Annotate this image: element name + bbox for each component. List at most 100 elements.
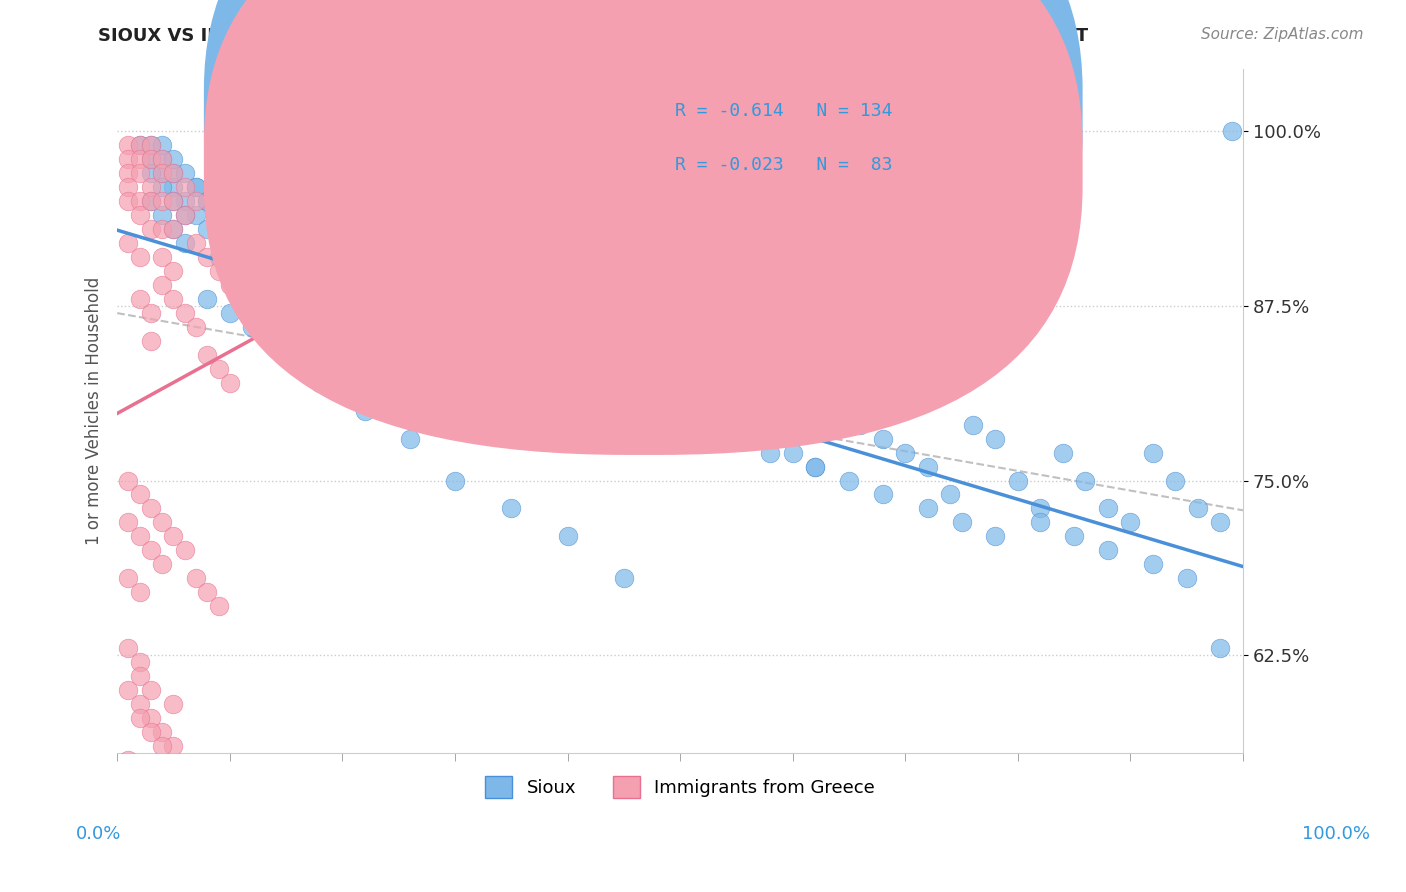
- Point: [1052, 445, 1074, 459]
- Point: [669, 432, 692, 446]
- Point: [117, 474, 139, 488]
- Point: [139, 194, 162, 209]
- Point: [354, 403, 377, 417]
- Point: [139, 180, 162, 194]
- Point: [669, 390, 692, 404]
- Point: [195, 348, 218, 362]
- Point: [534, 361, 557, 376]
- Point: [229, 277, 252, 292]
- Point: [274, 319, 297, 334]
- Point: [150, 725, 173, 739]
- Point: [917, 459, 939, 474]
- Point: [218, 250, 240, 264]
- Point: [128, 208, 150, 222]
- Point: [444, 222, 467, 236]
- Point: [285, 194, 308, 209]
- Point: [173, 180, 195, 194]
- Point: [117, 166, 139, 180]
- Point: [139, 306, 162, 320]
- Point: [150, 138, 173, 153]
- Point: [207, 236, 229, 251]
- Point: [512, 361, 534, 376]
- Point: [207, 599, 229, 614]
- Point: [162, 697, 184, 711]
- Point: [139, 222, 162, 236]
- Point: [162, 222, 184, 236]
- Point: [195, 250, 218, 264]
- Y-axis label: 1 or more Vehicles in Household: 1 or more Vehicles in Household: [86, 277, 103, 545]
- Point: [117, 153, 139, 167]
- Point: [117, 683, 139, 698]
- Point: [297, 319, 319, 334]
- Point: [759, 417, 782, 432]
- Point: [117, 236, 139, 251]
- Point: [1097, 501, 1119, 516]
- Point: [692, 403, 714, 417]
- Point: [150, 194, 173, 209]
- Text: 100.0%: 100.0%: [1302, 825, 1369, 843]
- Point: [319, 277, 342, 292]
- Point: [422, 348, 444, 362]
- Point: [647, 417, 669, 432]
- Point: [263, 306, 285, 320]
- Point: [117, 138, 139, 153]
- Point: [128, 697, 150, 711]
- Point: [229, 236, 252, 251]
- Point: [128, 138, 150, 153]
- Point: [804, 459, 827, 474]
- Point: [150, 222, 173, 236]
- Point: [308, 334, 330, 348]
- Point: [263, 306, 285, 320]
- Point: [534, 390, 557, 404]
- Point: [162, 222, 184, 236]
- Point: [489, 348, 512, 362]
- Point: [117, 516, 139, 530]
- Point: [128, 138, 150, 153]
- Point: [173, 306, 195, 320]
- Point: [150, 153, 173, 167]
- Point: [117, 753, 139, 767]
- Point: [1119, 516, 1142, 530]
- Point: [139, 683, 162, 698]
- Point: [411, 194, 433, 209]
- Point: [139, 138, 162, 153]
- Point: [173, 543, 195, 558]
- Point: [173, 166, 195, 180]
- Point: [252, 292, 274, 306]
- Point: [444, 474, 467, 488]
- Point: [377, 306, 399, 320]
- Point: [950, 516, 973, 530]
- Point: [274, 334, 297, 348]
- Point: [150, 277, 173, 292]
- Text: ZIPatlas: ZIPatlas: [515, 376, 845, 445]
- Point: [184, 208, 207, 222]
- Point: [894, 445, 917, 459]
- Point: [624, 403, 647, 417]
- Point: [240, 292, 263, 306]
- Point: [195, 585, 218, 599]
- Point: [128, 711, 150, 725]
- Point: [173, 208, 195, 222]
- Point: [128, 194, 150, 209]
- Point: [195, 194, 218, 209]
- Point: [162, 166, 184, 180]
- Point: [139, 711, 162, 725]
- Point: [128, 529, 150, 543]
- Point: [128, 166, 150, 180]
- Point: [962, 417, 984, 432]
- Point: [557, 403, 579, 417]
- Point: [354, 292, 377, 306]
- Point: [139, 153, 162, 167]
- Point: [252, 264, 274, 278]
- Point: [489, 376, 512, 390]
- Point: [388, 361, 411, 376]
- Point: [308, 376, 330, 390]
- Point: [195, 292, 218, 306]
- Point: [128, 153, 150, 167]
- Point: [1074, 474, 1097, 488]
- Point: [150, 558, 173, 572]
- Point: [207, 361, 229, 376]
- Point: [804, 459, 827, 474]
- Point: [737, 403, 759, 417]
- Point: [1209, 641, 1232, 656]
